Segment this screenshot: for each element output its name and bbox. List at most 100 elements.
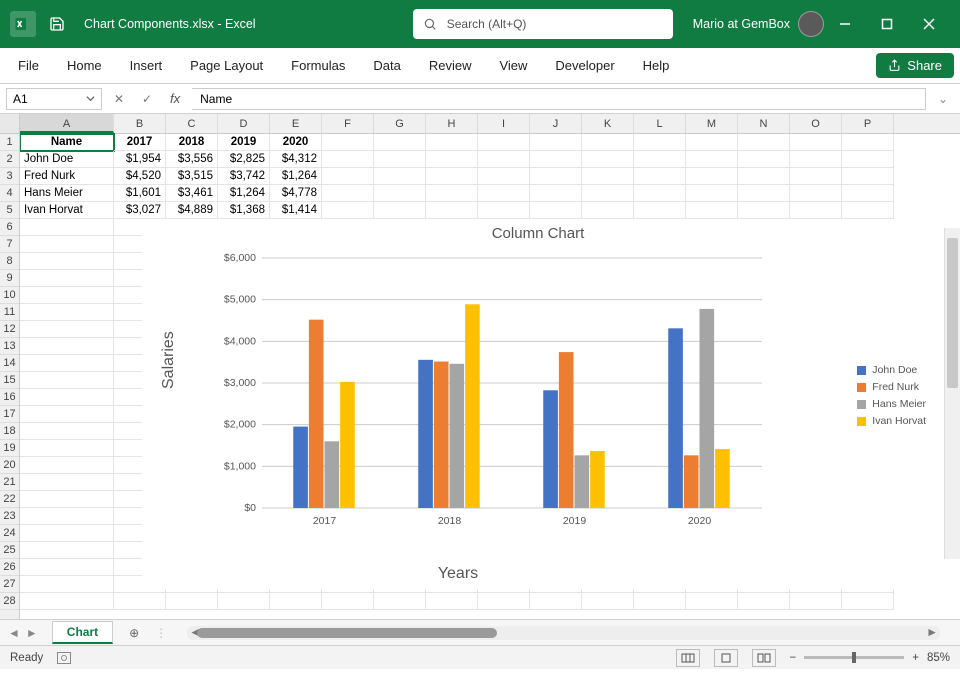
cell[interactable]: Ivan Horvat: [20, 202, 114, 219]
cell[interactable]: [790, 185, 842, 202]
cell[interactable]: [322, 151, 374, 168]
cell[interactable]: 2020: [270, 134, 322, 151]
cell[interactable]: [20, 440, 114, 457]
cell[interactable]: [686, 168, 738, 185]
cell[interactable]: [20, 372, 114, 389]
cell[interactable]: $3,515: [166, 168, 218, 185]
formula-expand-button[interactable]: ⌄: [932, 92, 954, 106]
cell[interactable]: [738, 134, 790, 151]
cell[interactable]: [530, 134, 582, 151]
name-box[interactable]: A1: [6, 88, 102, 110]
cell[interactable]: [322, 185, 374, 202]
cell[interactable]: [842, 134, 894, 151]
sheet-nav[interactable]: ◄ ►: [0, 626, 46, 640]
cell[interactable]: [20, 457, 114, 474]
column-header[interactable]: C: [166, 114, 218, 133]
maximize-button[interactable]: [866, 0, 908, 48]
cell[interactable]: [634, 151, 686, 168]
cell[interactable]: [582, 168, 634, 185]
cell[interactable]: [530, 168, 582, 185]
cell[interactable]: [738, 593, 790, 610]
cell[interactable]: $3,027: [114, 202, 166, 219]
cell[interactable]: [20, 253, 114, 270]
row-header[interactable]: 16: [0, 389, 19, 406]
zoom-in-button[interactable]: +: [912, 652, 919, 664]
ribbon-tab-insert[interactable]: Insert: [118, 52, 175, 79]
cell[interactable]: [20, 236, 114, 253]
row-header[interactable]: 23: [0, 508, 19, 525]
row-header[interactable]: 5: [0, 202, 19, 219]
row-header[interactable]: 20: [0, 457, 19, 474]
cell[interactable]: [634, 593, 686, 610]
row-header[interactable]: 12: [0, 321, 19, 338]
cell[interactable]: [738, 168, 790, 185]
cancel-formula-button[interactable]: ✕: [108, 88, 130, 110]
cell[interactable]: [790, 202, 842, 219]
row-header[interactable]: 3: [0, 168, 19, 185]
row-header[interactable]: 27: [0, 576, 19, 593]
cell[interactable]: [20, 406, 114, 423]
row-header[interactable]: 18: [0, 423, 19, 440]
cell[interactable]: [20, 321, 114, 338]
cell[interactable]: [20, 525, 114, 542]
cell[interactable]: [374, 168, 426, 185]
cell[interactable]: [322, 593, 374, 610]
cell[interactable]: [530, 185, 582, 202]
column-header[interactable]: A: [20, 114, 114, 133]
column-header[interactable]: L: [634, 114, 686, 133]
row-header[interactable]: 13: [0, 338, 19, 355]
embedded-chart[interactable]: Column Chart Salaries $0$1,000$2,000$3,0…: [142, 219, 934, 589]
cell[interactable]: [478, 151, 530, 168]
cell[interactable]: [790, 134, 842, 151]
cell[interactable]: [478, 168, 530, 185]
share-button[interactable]: Share: [876, 53, 954, 78]
view-pagelayout-button[interactable]: [714, 649, 738, 667]
cell[interactable]: [478, 134, 530, 151]
column-header[interactable]: P: [842, 114, 894, 133]
cell[interactable]: [686, 593, 738, 610]
column-header[interactable]: K: [582, 114, 634, 133]
cell[interactable]: [686, 134, 738, 151]
row-header[interactable]: 25: [0, 542, 19, 559]
cell[interactable]: [374, 134, 426, 151]
fx-icon[interactable]: fx: [164, 91, 186, 106]
accept-formula-button[interactable]: ✓: [136, 88, 158, 110]
cell[interactable]: $4,778: [270, 185, 322, 202]
row-header[interactable]: 22: [0, 491, 19, 508]
row-header[interactable]: 10: [0, 287, 19, 304]
close-button[interactable]: [908, 0, 950, 48]
cell[interactable]: [426, 593, 478, 610]
column-header[interactable]: G: [374, 114, 426, 133]
cell[interactable]: [20, 389, 114, 406]
cell[interactable]: [166, 593, 218, 610]
cell[interactable]: $4,520: [114, 168, 166, 185]
row-header[interactable]: 28: [0, 593, 19, 610]
cell[interactable]: $1,601: [114, 185, 166, 202]
row-header[interactable]: 21: [0, 474, 19, 491]
macro-record-icon[interactable]: [57, 652, 71, 664]
cell[interactable]: $1,368: [218, 202, 270, 219]
row-header[interactable]: 11: [0, 304, 19, 321]
save-button[interactable]: [44, 11, 70, 37]
ribbon-tab-help[interactable]: Help: [631, 52, 682, 79]
cell[interactable]: [634, 185, 686, 202]
cell[interactable]: $4,889: [166, 202, 218, 219]
cell[interactable]: $1,954: [114, 151, 166, 168]
cell[interactable]: [686, 151, 738, 168]
cell[interactable]: [738, 151, 790, 168]
cell[interactable]: [842, 185, 894, 202]
cell[interactable]: [738, 185, 790, 202]
minimize-button[interactable]: [824, 0, 866, 48]
row-header[interactable]: 9: [0, 270, 19, 287]
cell[interactable]: [426, 168, 478, 185]
row-header[interactable]: 8: [0, 253, 19, 270]
ribbon-tab-file[interactable]: File: [6, 52, 51, 79]
cell[interactable]: [322, 202, 374, 219]
cell[interactable]: [20, 576, 114, 593]
formula-input[interactable]: Name: [192, 88, 926, 110]
column-header[interactable]: D: [218, 114, 270, 133]
cell[interactable]: [842, 168, 894, 185]
cell[interactable]: [478, 185, 530, 202]
cell[interactable]: [20, 270, 114, 287]
cell[interactable]: [478, 593, 530, 610]
